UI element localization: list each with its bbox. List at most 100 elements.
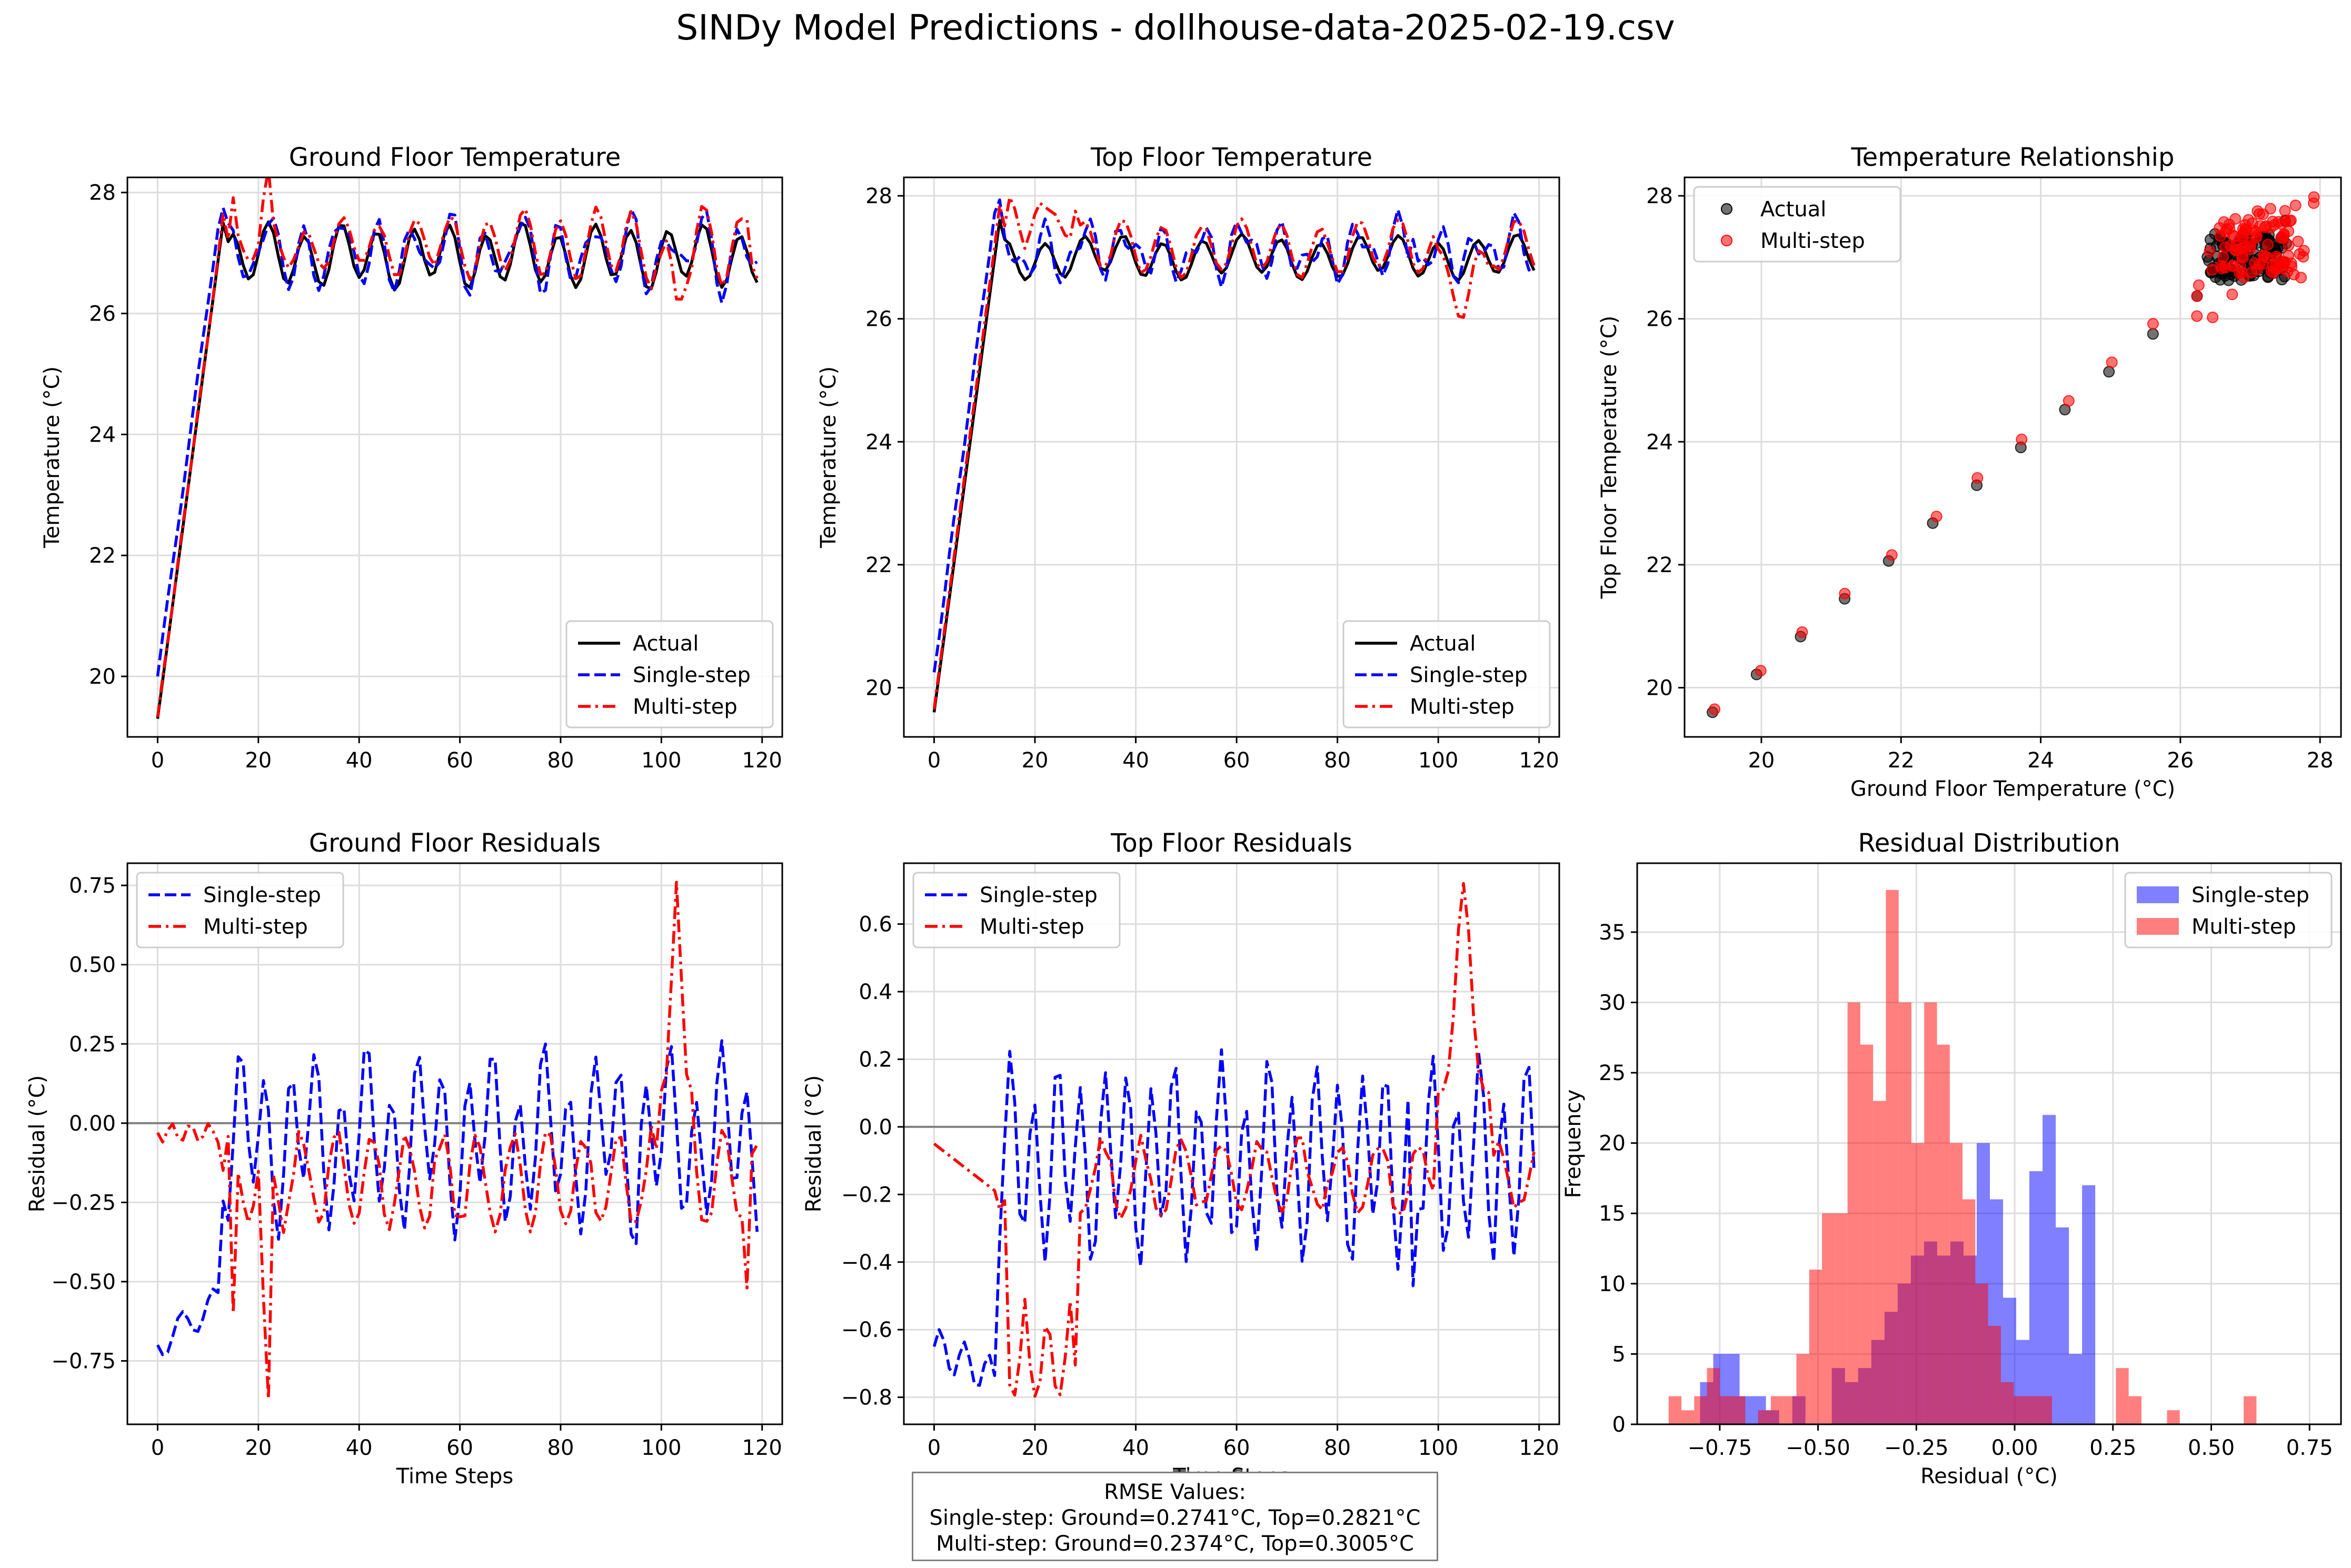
plot-area [1707, 191, 2320, 718]
chart-title: Ground Floor Temperature [289, 143, 621, 172]
series-line-multi-step [156, 881, 759, 1401]
legend: Single-step Multi-step [2124, 872, 2333, 948]
scatter-point-multi-step [2246, 266, 2258, 278]
x-tick-label: 60 [1223, 1436, 1250, 1460]
axes-frame [126, 176, 783, 738]
legend-label: Single-step [203, 883, 321, 907]
x-tick-label: 40 [346, 748, 373, 773]
axes-frame [903, 862, 1560, 1425]
x-tick-label: 40 [1122, 748, 1149, 773]
plot-area [1668, 890, 2257, 1424]
x-tick-label: 20 [1748, 748, 1775, 773]
legend-label: Multi-step [1760, 229, 1865, 253]
histogram-bar-multi-step [1681, 1410, 1695, 1424]
histogram-bar-multi-step [1796, 1354, 1809, 1424]
scatter-point-multi-step [2191, 290, 2203, 302]
series-line-actual [156, 220, 759, 719]
y-axis-label: Top Floor Temperature (°C) [1597, 316, 1621, 600]
legend: Single-step Multi-step [912, 872, 1121, 948]
legend: Single-step Multi-step [136, 872, 344, 948]
legend-frame [1342, 620, 1551, 728]
legend-frame [912, 872, 1121, 948]
scatter-point-multi-step [2294, 248, 2306, 260]
scatter-point-multi-step [1709, 703, 1721, 715]
y-tick-label: 0.25 [69, 1032, 116, 1056]
histogram-bar-multi-step [1809, 1270, 1822, 1424]
histogram-bar-multi-step [1963, 1199, 1976, 1424]
scatter-point-multi-step [2191, 310, 2203, 322]
histogram-bar-multi-step [1707, 1368, 1720, 1424]
scatter-point-multi-step [2237, 252, 2249, 264]
y-tick-label: 0.2 [859, 1047, 892, 1072]
scatter-point-multi-step [2207, 312, 2219, 324]
y-tick-label: 22 [865, 553, 892, 577]
y-tick-label: −0.4 [841, 1251, 892, 1275]
legend-frame [1693, 186, 1901, 263]
x-tick-label: 26 [2167, 748, 2194, 773]
x-tick-label: −0.50 [1786, 1436, 1850, 1460]
scatter-point-multi-step [2193, 279, 2205, 291]
scatter-point-multi-step [2262, 238, 2274, 251]
legend-label: Multi-step [980, 915, 1084, 939]
x-tick-label: 100 [641, 748, 681, 773]
histogram-bar-multi-step [2128, 1396, 2141, 1424]
x-tick-label: 120 [1519, 1436, 1559, 1460]
y-tick-label: 26 [89, 302, 116, 326]
histogram-bar-multi-step [1770, 1396, 1784, 1424]
y-tick-label: 0.6 [859, 913, 892, 937]
x-axis-label: Ground Floor Temperature (°C) [1850, 777, 2175, 801]
y-tick-label: 0 [1612, 1413, 1626, 1437]
x-tick-label: 80 [1324, 1436, 1351, 1460]
y-tick-label: −0.6 [841, 1318, 892, 1342]
chart-title: Top Floor Residuals [1110, 828, 1352, 858]
legend-label: Single-step [2191, 883, 2309, 907]
y-tick-label: 28 [1646, 184, 1673, 208]
scatter-point-multi-step [2215, 260, 2227, 272]
y-tick-label: 0.75 [69, 874, 116, 898]
legend-label: Single-step [980, 883, 1098, 907]
series-line-single-step [932, 198, 1536, 673]
histogram-bar-multi-step [2000, 1382, 2014, 1424]
x-tick-label: 0.50 [2188, 1436, 2235, 1460]
legend-frame [565, 620, 774, 728]
chart-title: Ground Floor Residuals [309, 828, 601, 858]
x-tick-label: 40 [1122, 1436, 1149, 1460]
scatter-point-multi-step [2267, 260, 2279, 272]
x-tick-label: 28 [2307, 748, 2334, 773]
scatter-point-multi-step [2243, 214, 2255, 226]
plot-area [932, 195, 1536, 713]
y-tick-label: 20 [89, 665, 116, 689]
legend-swatch-single-step [2137, 886, 2179, 903]
histogram-bar-multi-step [1668, 1396, 1682, 1424]
x-tick-label: 60 [1223, 748, 1250, 773]
x-axis-label: Residual (°C) [1920, 1464, 2058, 1489]
rmse-single-step: Single-step: Ground=0.2741°C, Top=0.2821… [929, 1506, 1421, 1530]
y-tick-label: 24 [1646, 430, 1673, 454]
histogram-bar-multi-step [1898, 1002, 1911, 1424]
y-axis-label: Residual (°C) [802, 1075, 826, 1213]
y-tick-label: 0.4 [859, 980, 892, 1004]
scatter-point-multi-step [2063, 395, 2075, 407]
legend-swatch-multi-step [1721, 235, 1732, 246]
chart-title: Top Floor Temperature [1090, 143, 1372, 172]
histogram-bar-multi-step [1758, 1410, 1771, 1424]
histogram-bar-multi-step [1732, 1396, 1746, 1424]
x-tick-label: 120 [742, 1436, 782, 1460]
scatter-point-multi-step [1930, 511, 1942, 523]
histogram-bar-multi-step [2244, 1396, 2257, 1424]
histogram-bar-multi-step [1937, 1044, 1950, 1424]
legend-label: Multi-step [203, 915, 308, 939]
series-line-multi-step [932, 195, 1536, 710]
scatter-point-multi-step [2204, 246, 2216, 258]
histogram-bar-multi-step [2116, 1368, 2129, 1424]
scatter-point-multi-step [2252, 205, 2264, 217]
x-tick-label: 0 [151, 748, 164, 773]
y-tick-label: 22 [1646, 553, 1673, 577]
histogram-bar-multi-step [1847, 1002, 1860, 1424]
